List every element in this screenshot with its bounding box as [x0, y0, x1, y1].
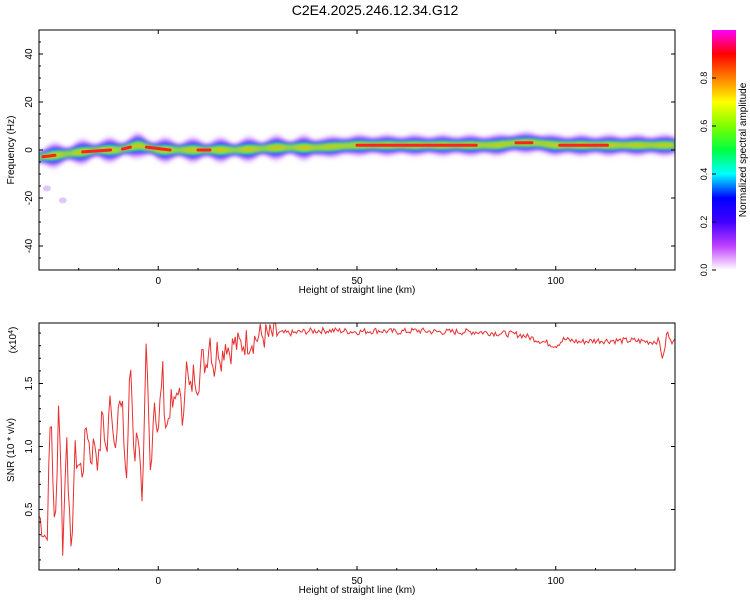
- snr-xtick-label: 0: [155, 576, 161, 587]
- snr-series: [39, 323, 675, 556]
- snr-xtick-label: 50: [351, 576, 363, 587]
- band-core-segment: [81, 148, 113, 154]
- band-green: [39, 140, 675, 159]
- snr-plot-area: [39, 323, 675, 570]
- spectrogram-ytick-label: 20: [24, 96, 35, 108]
- colorbar: 0.0 0.2 0.4 0.6 0.8 Normalized spectral ampl…: [699, 30, 749, 276]
- spectrogram-xtick-label: 100: [547, 276, 564, 287]
- colorbar-axes: 0.0 0.2 0.4 0.6 0.8: [699, 72, 716, 277]
- spectrogram-ytick-label: 40: [24, 48, 35, 60]
- band-core-segment: [41, 153, 57, 159]
- spectrogram-axes: 0 50 100 40 20 0 -20 -40: [24, 30, 676, 287]
- colorbar-tick-label: 0.4: [699, 168, 709, 181]
- snr-axes: 0 50 100 0.5 1.0 1.5: [24, 323, 676, 587]
- band-core-segment: [144, 145, 172, 152]
- spectrogram-xtick-label: 0: [155, 276, 161, 287]
- snr-ylabel: SNR (10 * v/v): [6, 418, 17, 482]
- figure-title: C2E4.2025.246.12.34.G12: [291, 2, 459, 18]
- snr-multiplier: (x104): [8, 327, 20, 354]
- snr-xlabel: Height of straight line (km): [299, 585, 416, 596]
- spectrogram-outlier: [42, 185, 51, 192]
- spectrogram-outlier: [58, 197, 67, 204]
- band-core-segment: [120, 145, 132, 151]
- snr-line: [39, 323, 675, 556]
- colorbar-label: Normalized spectral amplitude: [738, 82, 749, 217]
- snr-ytick-label: 1.5: [24, 376, 35, 390]
- colorbar-tick-label: 0.8: [699, 72, 709, 85]
- colorbar-tick-label: 0.2: [699, 216, 709, 229]
- spectrogram-ylabel: Frequency (Hz): [6, 116, 17, 185]
- colorbar-tick-label: 0.0: [699, 264, 709, 277]
- snr-xtick-label: 100: [547, 576, 564, 587]
- spectrogram-ytick-label: 0: [24, 147, 35, 153]
- spectrogram-ytick-label: -20: [24, 190, 35, 205]
- snr-ytick-label: 0.5: [24, 502, 35, 516]
- snr-panel: 0 50 100 0.5 1.0 1.5 Height of straight line …: [6, 322, 676, 596]
- spectrogram-xlabel: Height of straight line (km): [299, 285, 416, 296]
- colorbar-gradient: [712, 30, 736, 270]
- snr-ytick-label: 1.0: [24, 439, 35, 453]
- spectrogram-panel: 0 50 100 40 20 0 -20 -40 Height of straight lin…: [6, 29, 676, 296]
- spectrogram-ytick-label: -40: [24, 238, 35, 253]
- spectrogram-band: [39, 131, 675, 204]
- spectrogram-xtick-label: 50: [351, 276, 363, 287]
- colorbar-tick-label: 0.6: [699, 120, 709, 133]
